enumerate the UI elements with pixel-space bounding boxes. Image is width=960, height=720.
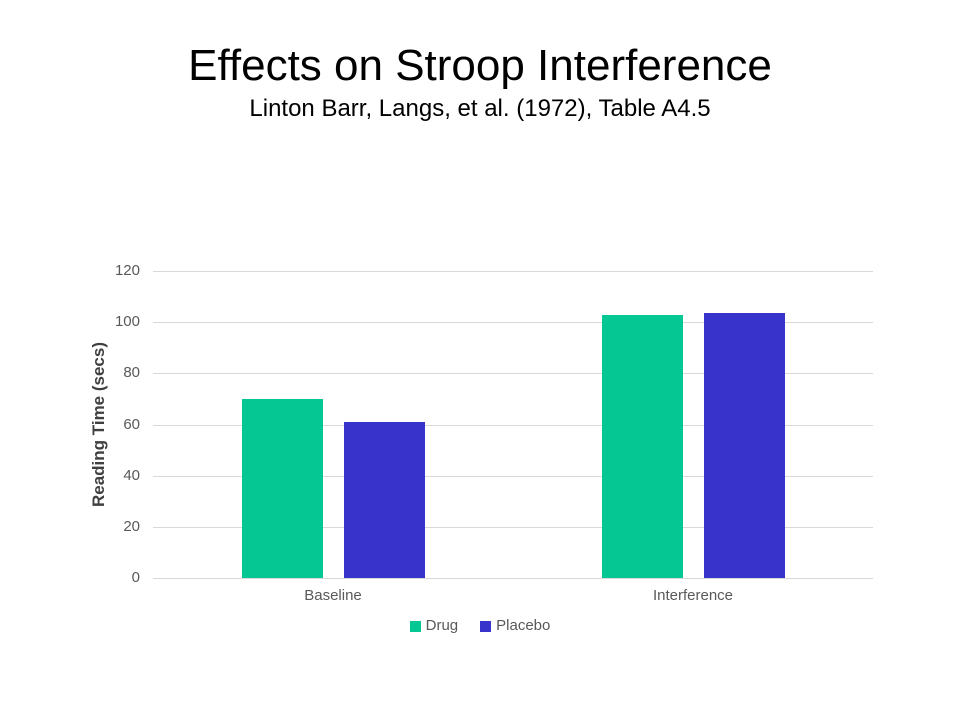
- category-group-interference: [513, 271, 873, 578]
- chart-header: Effects on Stroop Interference Linton Ba…: [0, 40, 960, 126]
- legend-label-drug: Drug: [425, 617, 459, 634]
- x-axis-label-baseline: Baseline: [304, 587, 362, 604]
- y-tick-60: 60: [123, 415, 140, 433]
- y-tick-120: 120: [114, 262, 140, 279]
- gridline-100: [153, 322, 873, 324]
- gridline-0: [153, 578, 873, 579]
- chart-subtitle: Linton Barr, Langs, et al. (1972), Table…: [249, 95, 711, 122]
- legend-swatch-placebo: [480, 620, 492, 632]
- y-tick-40: 40: [123, 466, 140, 484]
- category-group-baseline: [153, 271, 513, 578]
- gridline-120: [153, 271, 873, 272]
- plot-area: [153, 271, 873, 579]
- bar-drug-baseline: [241, 398, 323, 578]
- legend-entry-drug: Drug: [409, 617, 459, 635]
- legend-swatch-drug: [409, 620, 421, 632]
- y-axis-ticks: 0 20 40 60 80 100 120: [85, 262, 140, 586]
- y-tick-20: 20: [123, 517, 140, 535]
- legend-label-placebo: Placebo: [496, 617, 551, 634]
- x-axis-labels: Baseline Interference: [153, 586, 873, 606]
- chart-title: Effects on Stroop Interference: [188, 41, 772, 90]
- y-tick-0: 0: [131, 569, 140, 586]
- legend: Drug Placebo: [0, 617, 960, 635]
- y-tick-80: 80: [123, 364, 140, 382]
- gridline-20: [153, 526, 873, 528]
- x-axis-label-interference: Interference: [652, 587, 734, 604]
- legend-entry-placebo: Placebo: [480, 617, 550, 635]
- bar-placebo-interference: [703, 313, 785, 578]
- gridline-40: [153, 475, 873, 477]
- bar-drug-interference: [601, 314, 683, 578]
- y-tick-100: 100: [114, 313, 140, 331]
- gridline-80: [153, 373, 873, 375]
- gridline-60: [153, 424, 873, 426]
- bar-placebo-baseline: [343, 421, 425, 578]
